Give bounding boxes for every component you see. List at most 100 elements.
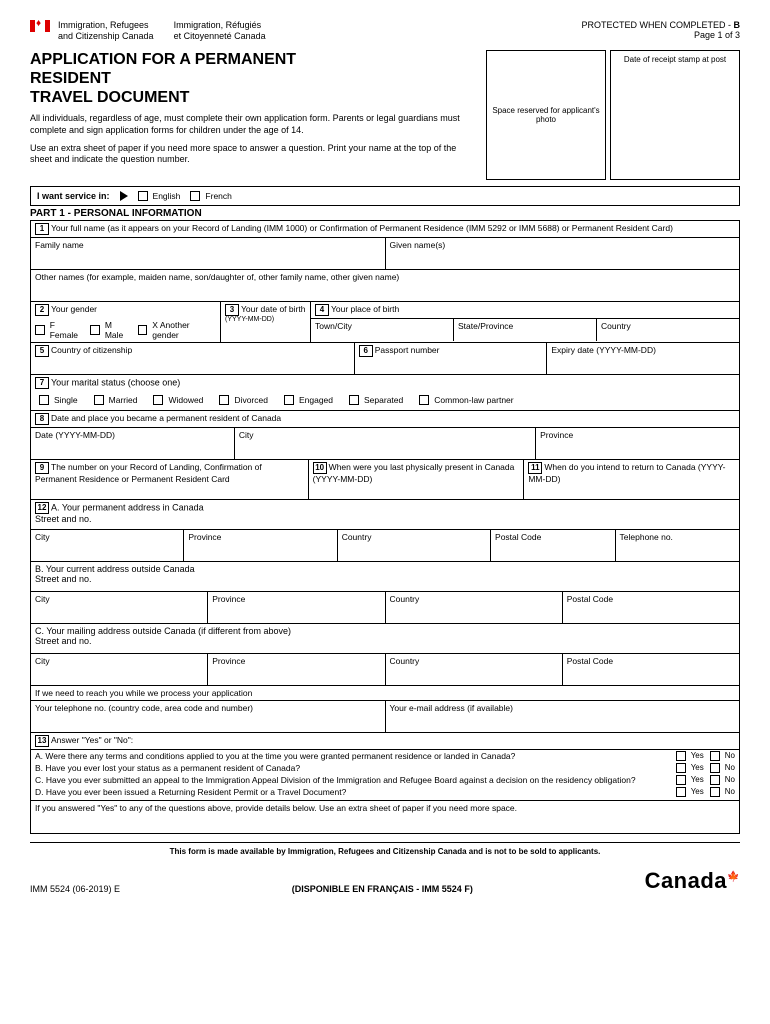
q8-label: Date and place you became a permanent re…	[51, 413, 281, 423]
q4-town[interactable]: Town/City	[311, 319, 454, 341]
q13-c: C. Have you ever submitted an appeal to …	[35, 775, 636, 785]
q3-label: Your date of birth	[241, 304, 305, 314]
q13c-no-checkbox[interactable]	[710, 775, 720, 785]
ms-common-checkbox[interactable]	[419, 395, 429, 405]
ms-common: Common-law partner	[434, 395, 513, 405]
gender-m: M Male	[105, 320, 132, 340]
q2-label: Your gender	[51, 304, 97, 314]
q12a-country[interactable]: Country	[338, 530, 491, 561]
gender-f: F Female	[50, 320, 84, 340]
header-right: PROTECTED WHEN COMPLETED - B Page 1 of 3	[581, 20, 740, 40]
gender-x: X Another gender	[152, 320, 216, 340]
protected-label: PROTECTED WHEN COMPLETED -	[581, 20, 733, 30]
q13d-no-checkbox[interactable]	[710, 787, 720, 797]
q1-given[interactable]: Given name(s)	[386, 238, 740, 269]
ms-engaged: Engaged	[299, 395, 333, 405]
gender-m-checkbox[interactable]	[90, 325, 100, 335]
bottom-row: IMM 5524 (06-2019) E (DISPONIBLE EN FRAN…	[30, 868, 740, 894]
form-title: APPLICATION FOR A PERMANENT RESIDENT TRA…	[30, 50, 476, 108]
ms-married-checkbox[interactable]	[94, 395, 104, 405]
q12b-street[interactable]: Street and no.	[35, 574, 735, 584]
q9-num: 9	[35, 462, 49, 474]
q12c-street[interactable]: Street and no.	[35, 636, 735, 646]
q4-label: Your place of birth	[331, 304, 399, 314]
q6-expiry[interactable]: Expiry date (YYYY-MM-DD)	[547, 343, 739, 374]
q12a-province[interactable]: Province	[184, 530, 337, 561]
title-line1: APPLICATION FOR A PERMANENT	[30, 50, 476, 69]
q13b-yes: Yes	[691, 763, 704, 772]
q4-country[interactable]: Country	[597, 319, 739, 341]
q13-b: B. Have you ever lost your status as a p…	[35, 763, 300, 773]
q8-province[interactable]: Province	[536, 428, 739, 459]
gender-x-checkbox[interactable]	[138, 325, 148, 335]
dept-fr-2: et Citoyenneté Canada	[174, 31, 266, 42]
q13a-yes: Yes	[691, 751, 704, 760]
q9-label[interactable]: The number on your Record of Landing, Co…	[35, 462, 262, 484]
part1-header: PART 1 - PERSONAL INFORMATION	[30, 208, 740, 219]
q13d-yes-checkbox[interactable]	[676, 787, 686, 797]
q13-details[interactable]: If you answered "Yes" to any of the ques…	[31, 801, 739, 833]
q12-email[interactable]: Your e-mail address (if available)	[386, 701, 740, 732]
ms-widowed: Widowed	[168, 395, 203, 405]
q4-state[interactable]: State/Province	[454, 319, 597, 341]
q5-label[interactable]: Country of citizenship	[51, 345, 132, 355]
french-checkbox[interactable]	[190, 191, 200, 201]
english-checkbox[interactable]	[138, 191, 148, 201]
ms-widowed-checkbox[interactable]	[153, 395, 163, 405]
q13-a: A. Were there any terms and conditions a…	[35, 751, 515, 761]
title-section: APPLICATION FOR A PERMANENT RESIDENT TRA…	[30, 50, 740, 180]
q8-date[interactable]: Date (YYYY-MM-DD)	[31, 428, 235, 459]
q2-num: 2	[35, 304, 49, 316]
q12b-country[interactable]: Country	[386, 592, 563, 623]
q12c-country[interactable]: Country	[386, 654, 563, 685]
canada-wordmark: Canada🍁	[645, 868, 740, 894]
q10-num: 10	[313, 462, 327, 474]
q10-label[interactable]: When were you last physically present in…	[313, 462, 515, 484]
q13c-yes-checkbox[interactable]	[676, 775, 686, 785]
q6-label[interactable]: Passport number	[375, 345, 440, 355]
q12a-city[interactable]: City	[31, 530, 184, 561]
ms-divorced-checkbox[interactable]	[219, 395, 229, 405]
service-label: I want service in:	[37, 191, 110, 201]
ms-married: Married	[109, 395, 138, 405]
q12b-province[interactable]: Province	[208, 592, 385, 623]
q11-label[interactable]: When do you intend to return to Canada (…	[528, 462, 725, 484]
footer-note: This form is made available by Immigrati…	[30, 842, 740, 856]
ms-engaged-checkbox[interactable]	[284, 395, 294, 405]
q1-family[interactable]: Family name	[31, 238, 386, 269]
dept-en-1: Immigration, Refugees	[58, 20, 154, 31]
q6-num: 6	[359, 345, 373, 357]
q12a-tel[interactable]: Telephone no.	[616, 530, 739, 561]
ms-separated: Separated	[364, 395, 403, 405]
q12-a: A. Your permanent address in Canada	[51, 502, 204, 512]
receipt-stamp-box: Date of receipt stamp at post	[610, 50, 740, 180]
ms-single-checkbox[interactable]	[39, 395, 49, 405]
q1-other[interactable]: Other names (for example, maiden name, s…	[31, 270, 739, 301]
q3-fmt: (YYYY-MM-DD)	[225, 316, 306, 324]
q12b-postal[interactable]: Postal Code	[563, 592, 739, 623]
q13-num: 13	[35, 735, 49, 747]
q12-c: C. Your mailing address outside Canada (…	[35, 626, 735, 636]
wordmark-flag-icon: 🍁	[727, 872, 740, 883]
q13a-no-checkbox[interactable]	[710, 751, 720, 761]
q12-yourtel[interactable]: Your telephone no. (country code, area c…	[31, 701, 386, 732]
q11-num: 11	[528, 462, 542, 474]
q12a-postal[interactable]: Postal Code	[491, 530, 615, 561]
q12b-city[interactable]: City	[31, 592, 208, 623]
q12a-street[interactable]: Street and no.	[35, 514, 735, 524]
dept-en-2: and Citizenship Canada	[58, 31, 154, 42]
q8-city[interactable]: City	[235, 428, 536, 459]
q12c-postal[interactable]: Postal Code	[563, 654, 739, 685]
gender-f-checkbox[interactable]	[35, 325, 45, 335]
ms-separated-checkbox[interactable]	[349, 395, 359, 405]
q13a-yes-checkbox[interactable]	[676, 751, 686, 761]
q13b-yes-checkbox[interactable]	[676, 763, 686, 773]
photo-box: Space reserved for applicant's photo	[486, 50, 606, 180]
q12c-province[interactable]: Province	[208, 654, 385, 685]
q1-num: 1	[35, 223, 49, 235]
q13b-no: No	[725, 763, 735, 772]
q13b-no-checkbox[interactable]	[710, 763, 720, 773]
form-number: IMM 5524 (06-2019) E	[30, 884, 120, 894]
header-left: Immigration, Refugees and Citizenship Ca…	[30, 20, 266, 42]
q12c-city[interactable]: City	[31, 654, 208, 685]
